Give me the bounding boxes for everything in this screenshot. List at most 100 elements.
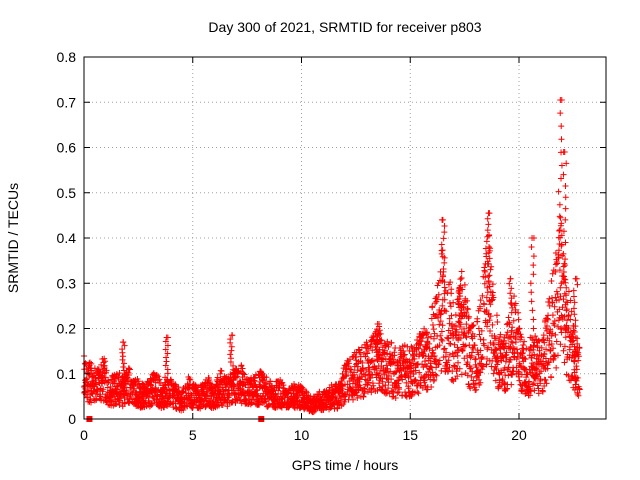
y-tick-label: 0.1 — [57, 366, 77, 382]
data-point — [483, 253, 490, 260]
data-point — [465, 329, 472, 336]
data-point — [394, 378, 401, 385]
data-point — [534, 366, 541, 373]
data-point — [485, 273, 492, 280]
data-point — [438, 328, 445, 335]
data-point — [126, 366, 133, 373]
data-point — [227, 355, 234, 362]
data-point — [530, 325, 537, 332]
data-point — [468, 373, 475, 380]
data-point — [458, 371, 465, 378]
data-point — [458, 275, 465, 282]
data-point — [383, 389, 390, 396]
data-point — [99, 373, 106, 380]
data-point — [556, 201, 563, 208]
data-point — [527, 334, 534, 341]
data-point — [493, 312, 500, 319]
data-point — [164, 342, 171, 349]
data-point — [373, 341, 380, 348]
data-point — [467, 365, 474, 372]
data-point — [381, 347, 388, 354]
data-point — [444, 289, 451, 296]
data-point — [448, 290, 455, 297]
data-point — [504, 320, 511, 327]
data-point — [507, 299, 514, 306]
data-point — [376, 346, 383, 353]
data-point — [546, 302, 553, 309]
data-point — [162, 338, 169, 345]
data-point — [415, 345, 422, 352]
data-point — [558, 232, 565, 239]
data-point — [571, 329, 578, 336]
data-point — [162, 374, 169, 381]
data-point — [526, 392, 533, 399]
data-point — [551, 303, 558, 310]
data-point — [439, 272, 446, 279]
data-point — [277, 391, 284, 398]
data-point — [468, 365, 475, 372]
data-point — [444, 334, 451, 341]
data-point — [443, 349, 450, 356]
data-point — [481, 280, 488, 287]
data-point — [537, 376, 544, 383]
data-point — [438, 367, 445, 374]
data-point — [530, 253, 537, 260]
data-point — [175, 384, 182, 391]
data-point — [427, 333, 434, 340]
data-point — [367, 375, 374, 382]
data-point — [570, 293, 577, 300]
data-point — [454, 373, 461, 380]
data-point — [565, 311, 572, 318]
data-point — [457, 276, 464, 283]
data-point — [388, 376, 395, 383]
data-point — [399, 376, 406, 383]
data-point — [414, 388, 421, 395]
data-point — [558, 175, 565, 182]
data-point — [163, 354, 170, 361]
data-point — [431, 376, 438, 383]
data-point — [91, 365, 98, 372]
data-point — [368, 389, 375, 396]
data-point — [163, 334, 170, 341]
data-point — [410, 352, 417, 359]
data-point — [477, 369, 484, 376]
data-point — [228, 343, 235, 350]
data-point — [527, 280, 534, 287]
data-point — [473, 364, 480, 371]
data-point — [479, 354, 486, 361]
data-point — [562, 182, 569, 189]
data-point — [543, 380, 550, 387]
data-point — [495, 383, 502, 390]
data-point — [502, 340, 509, 347]
data-point — [515, 316, 522, 323]
y-tick-label: 0.7 — [57, 94, 77, 110]
data-point — [439, 302, 446, 309]
data-point — [507, 333, 514, 340]
y-tick-label: 0.3 — [57, 275, 77, 291]
data-point — [384, 365, 391, 372]
data-point — [425, 334, 432, 341]
data-point — [87, 359, 94, 366]
data-point — [349, 372, 356, 379]
data-point — [445, 281, 452, 288]
data-point — [457, 309, 464, 316]
data-point — [435, 314, 442, 321]
data-point — [489, 321, 496, 328]
data-point — [119, 374, 126, 381]
data-point — [101, 355, 108, 362]
data-point — [571, 352, 578, 359]
data-point — [508, 301, 515, 308]
data-point — [572, 346, 579, 353]
data-point — [477, 379, 484, 386]
data-point — [407, 362, 414, 369]
x-tick-label: 0 — [80, 427, 88, 443]
data-point — [429, 303, 436, 310]
data-point — [509, 304, 516, 311]
data-point — [395, 377, 402, 384]
data-point — [416, 341, 423, 348]
data-point — [370, 382, 377, 389]
data-point — [85, 387, 92, 394]
data-point — [570, 287, 577, 294]
data-point — [441, 229, 448, 236]
data-point — [483, 361, 490, 368]
